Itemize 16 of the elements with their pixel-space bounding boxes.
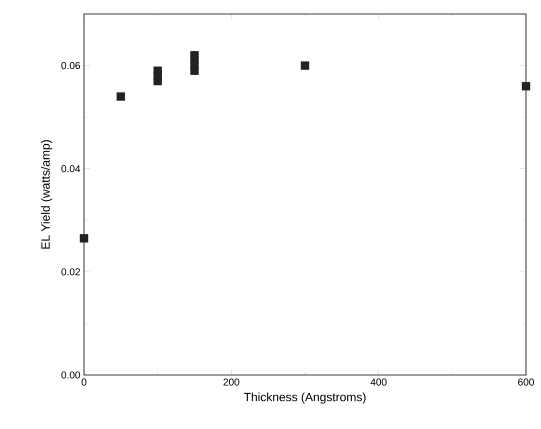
- point: [300, 61, 310, 70]
- y-axis-title: EL Yield (watts/amp): [40, 140, 52, 249]
- point: [153, 66, 162, 75]
- y-tick-label: 0.04: [61, 165, 80, 172]
- x-axis-title: Thickness (Angstroms): [244, 392, 366, 404]
- point: [190, 51, 199, 60]
- x-tick-label: 200: [223, 378, 240, 386]
- point: [116, 92, 126, 101]
- y-tick-label: 0.06: [61, 62, 80, 70]
- y-tick-label: 0.00: [61, 371, 80, 379]
- point: [80, 234, 88, 243]
- x-tick-label: 0: [82, 378, 86, 386]
- x-tick-label: 400: [370, 378, 387, 386]
- y-tick-label: 0.02: [61, 268, 80, 276]
- point: [522, 82, 530, 90]
- x-tick-label: 600: [518, 378, 534, 386]
